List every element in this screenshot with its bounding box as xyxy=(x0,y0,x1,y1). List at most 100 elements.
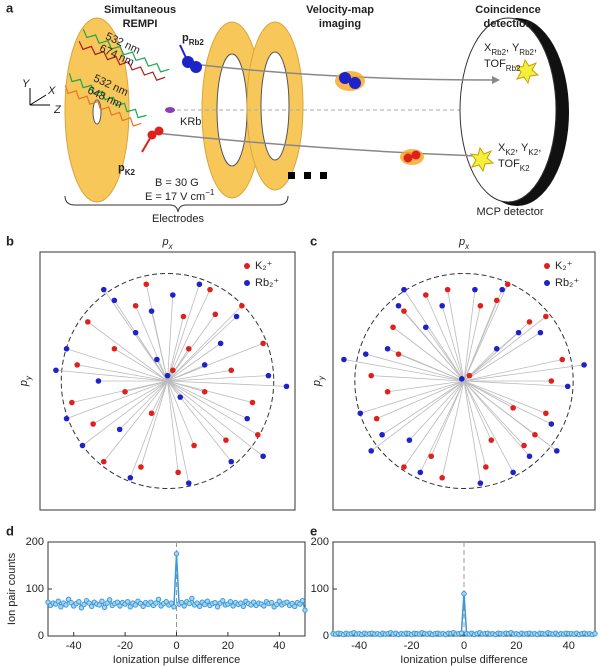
ring-hole xyxy=(260,51,290,161)
data-point xyxy=(168,600,175,606)
data-point xyxy=(255,431,261,438)
laser-beam xyxy=(82,29,170,73)
brace xyxy=(64,195,289,213)
data-point xyxy=(53,367,59,374)
data-point xyxy=(483,464,489,470)
data-point xyxy=(191,442,197,449)
data-point xyxy=(581,362,587,368)
k-atom xyxy=(411,150,421,160)
x-axis-label-sub: x xyxy=(168,242,174,251)
trajectory-line xyxy=(430,380,465,457)
trajectory-line xyxy=(376,380,465,419)
data-point xyxy=(55,598,61,604)
data-point xyxy=(439,474,445,481)
data-point xyxy=(90,421,96,427)
data-point xyxy=(362,351,369,357)
trajectory-line xyxy=(103,380,168,462)
trajectory-line xyxy=(87,321,168,382)
molecule-label: KRb xyxy=(180,116,201,128)
trajectory-line xyxy=(167,380,190,484)
momentum-arrow xyxy=(179,44,189,63)
panel-label: a xyxy=(6,0,14,15)
data-point xyxy=(261,603,267,609)
trajectory-line xyxy=(463,364,585,382)
data-point xyxy=(76,598,82,605)
x-tick-label: 20 xyxy=(510,640,522,652)
detector-edge xyxy=(60,273,275,489)
data-point xyxy=(553,448,560,454)
data-point xyxy=(204,598,211,604)
trajectory-line xyxy=(463,380,487,468)
x-tick-label: -20 xyxy=(117,640,133,652)
data-point xyxy=(140,603,146,610)
trajectory-line xyxy=(129,380,168,478)
trajectory-line xyxy=(463,316,547,382)
data-point xyxy=(124,598,131,605)
laser-beam xyxy=(64,85,142,127)
trajectory-line xyxy=(167,289,211,382)
y-tick-label: 200 xyxy=(26,536,44,548)
momentum-label-sub: Rb2 xyxy=(189,38,205,47)
readout-sub: K2 xyxy=(520,164,530,173)
trajectory-line xyxy=(167,284,200,382)
trajectory-line xyxy=(167,375,269,382)
data-point xyxy=(526,319,533,325)
data-point xyxy=(171,604,177,610)
data-point xyxy=(395,302,402,309)
trajectory-line xyxy=(167,380,248,419)
data-point xyxy=(181,603,187,609)
krb-molecule xyxy=(165,107,175,113)
data-point xyxy=(212,311,219,318)
readout: TOFK2 xyxy=(498,158,530,173)
field-label-main: E = 17 V cm xyxy=(145,191,205,203)
data-point xyxy=(69,399,75,406)
data-point xyxy=(384,388,391,395)
data-point xyxy=(401,286,407,293)
y-tick-label: 0 xyxy=(323,630,329,642)
electrodes-label: Electrodes xyxy=(152,213,204,225)
data-point xyxy=(212,599,218,606)
trajectory-line xyxy=(463,289,503,382)
data-point xyxy=(58,604,64,610)
trajectory-line xyxy=(167,316,237,382)
data-point xyxy=(111,345,118,352)
trajectory-line xyxy=(425,327,465,382)
trajectory-line xyxy=(167,380,205,393)
data-point xyxy=(101,604,108,611)
x-axis-label: px xyxy=(458,236,470,251)
data-point xyxy=(260,453,266,460)
data-point xyxy=(504,281,511,288)
panel-label: c xyxy=(310,233,317,248)
data-point xyxy=(185,345,192,352)
y-tick-label: 200 xyxy=(311,536,329,548)
trajectory-line xyxy=(55,369,168,382)
trajectory-line xyxy=(425,294,465,382)
data-point xyxy=(154,356,160,363)
data-point xyxy=(260,340,266,347)
y-tick-label: 100 xyxy=(26,583,44,595)
plot-frame xyxy=(332,541,596,637)
plot-frame xyxy=(332,251,596,511)
data-point xyxy=(299,598,306,604)
data-point xyxy=(81,601,87,608)
trajectory-line xyxy=(463,380,552,425)
data-point xyxy=(472,286,478,293)
trajectory-line xyxy=(403,289,465,382)
data-point xyxy=(401,464,407,470)
section-title: detection xyxy=(484,18,533,30)
data-point xyxy=(428,453,435,460)
trajectory-line xyxy=(463,359,563,382)
data-point xyxy=(302,607,308,613)
trajectory-line xyxy=(441,380,465,478)
data-point xyxy=(132,602,139,608)
data-point xyxy=(493,345,500,352)
ellipsis xyxy=(304,172,311,179)
data-point xyxy=(444,286,451,293)
readout: XK2, YK2, xyxy=(498,142,541,157)
trajectory-line xyxy=(371,375,465,382)
data-point xyxy=(143,281,150,288)
trajectory-line xyxy=(463,380,547,414)
trajectory-line xyxy=(463,380,525,446)
trajectory-line xyxy=(167,305,243,382)
readout: TOFRb2 xyxy=(484,58,521,73)
